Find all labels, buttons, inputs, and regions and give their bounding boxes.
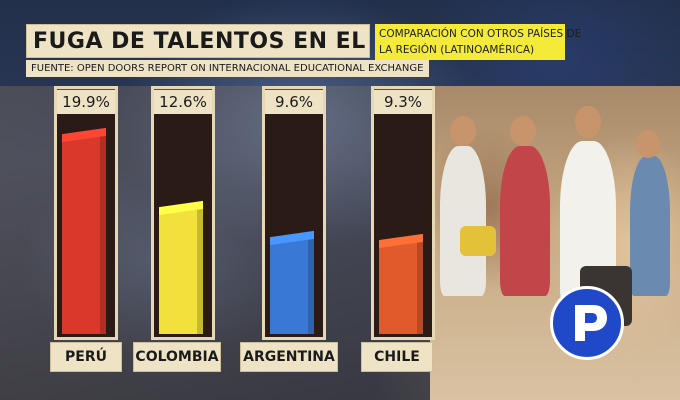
category-label: COLOMBIA: [133, 342, 221, 372]
bar-value-label: 12.6%: [154, 90, 212, 114]
bar: [270, 230, 314, 334]
bar: [62, 127, 106, 334]
bar: [159, 200, 203, 334]
source-note: FUENTE: OPEN DOORS REPORT ON INTERNACION…: [26, 60, 429, 77]
traveler-head: [636, 130, 660, 158]
traveler-figure: [500, 146, 550, 296]
traveler-head: [510, 116, 536, 146]
luggage-bag: [460, 226, 496, 256]
category-label: PERÚ: [50, 342, 122, 372]
traveler-figure: [630, 156, 670, 296]
bar-value-label: 9.6%: [265, 90, 323, 114]
traveler-head: [450, 116, 476, 146]
peru21-logo-icon: [550, 286, 624, 360]
traveler-figure: [440, 146, 486, 296]
category-label: CHILE: [361, 342, 433, 372]
subtitle-line-2: LA REGIÓN (LATINOAMÉRICA): [379, 44, 535, 56]
bar-value-label: 19.9%: [57, 90, 115, 114]
chart-title-box: FUGA DE TALENTOS EN EL PERÚ: [26, 24, 441, 58]
bar-value-label: 9.3%: [374, 90, 432, 114]
chart-title: FUGA DE TALENTOS EN EL PERÚ: [33, 28, 442, 54]
subtitle-line-1: COMPARACIÓN CON OTROS PAÍSES DE: [379, 28, 582, 40]
traveler-head: [575, 106, 601, 138]
category-label: ARGENTINA: [240, 342, 338, 372]
subtitle-box: COMPARACIÓN CON OTROS PAÍSES DE LA REGIÓ…: [375, 24, 582, 60]
peru21-logo-glyph: [575, 305, 607, 341]
bar: [379, 233, 423, 334]
